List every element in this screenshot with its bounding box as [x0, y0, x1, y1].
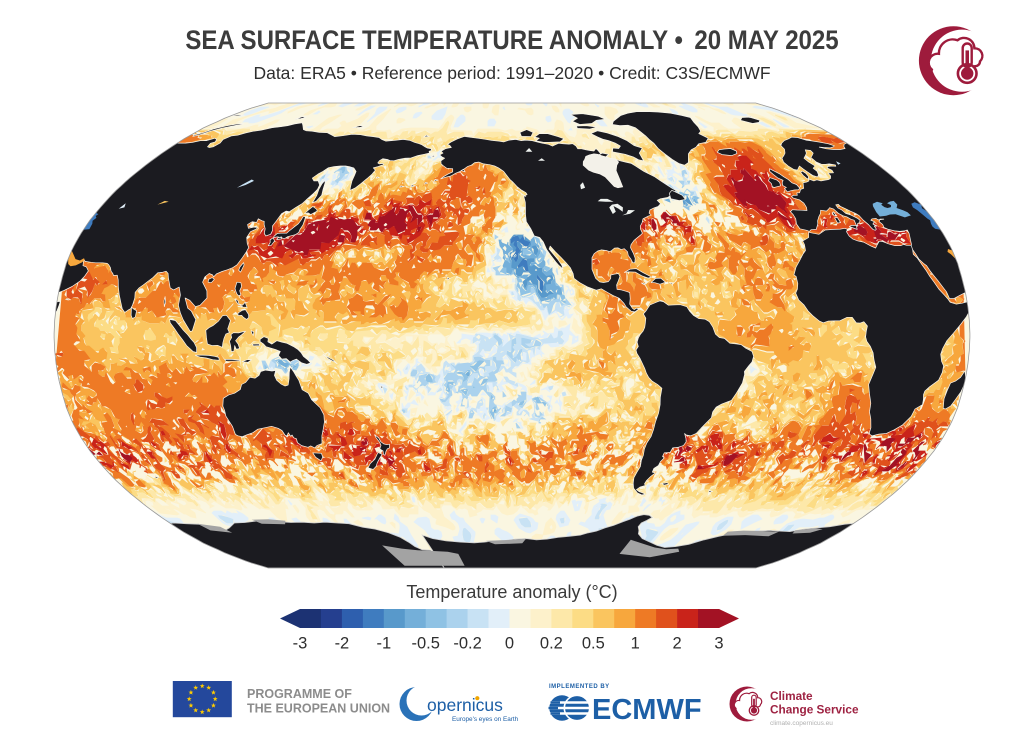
svg-text:-1: -1 [376, 635, 391, 653]
svg-text:2: 2 [673, 635, 682, 653]
svg-text:0.5: 0.5 [582, 635, 605, 653]
svg-text:PROGRAMME OF: PROGRAMME OF [247, 687, 352, 701]
svg-text:0.2: 0.2 [540, 635, 563, 653]
svg-text:climate.copernicus.eu: climate.copernicus.eu [770, 720, 833, 727]
svg-text:0: 0 [505, 635, 514, 653]
svg-text:Temperature anomaly (°C): Temperature anomaly (°C) [406, 582, 617, 602]
svg-text:Change Service: Change Service [770, 703, 859, 717]
svg-text:1: 1 [631, 635, 640, 653]
svg-text:-0.5: -0.5 [411, 635, 439, 653]
svg-text:IMPLEMENTED BY: IMPLEMENTED BY [549, 684, 610, 690]
svg-text:-2: -2 [335, 635, 350, 653]
svg-text:ECMWF: ECMWF [592, 694, 702, 726]
svg-text:3: 3 [714, 635, 723, 653]
svg-text:-0.2: -0.2 [453, 635, 481, 653]
svg-text:opernicus: opernicus [427, 695, 503, 715]
svg-text:Climate: Climate [770, 689, 813, 703]
svg-text:-3: -3 [293, 635, 308, 653]
svg-text:Europe's eyes on Earth: Europe's eyes on Earth [452, 716, 519, 723]
svg-text:THE EUROPEAN UNION: THE EUROPEAN UNION [247, 702, 390, 716]
